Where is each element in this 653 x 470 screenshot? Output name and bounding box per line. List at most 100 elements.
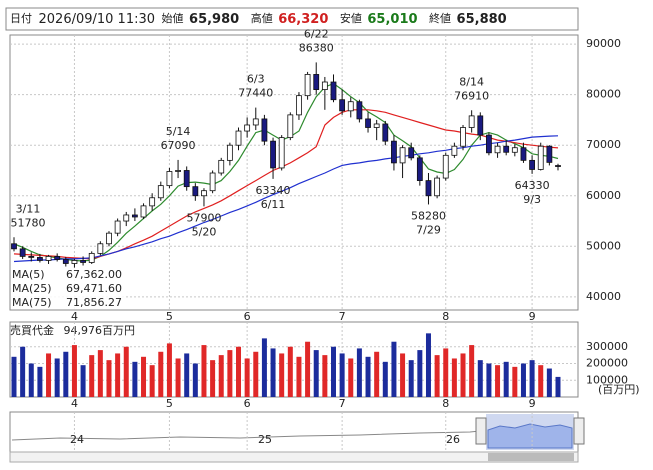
candle-body: [97, 243, 104, 254]
x-tick-label: 8: [442, 397, 449, 410]
header-label: 安値: [340, 11, 362, 25]
candle-body: [131, 214, 138, 218]
annotation-value: 77440: [238, 87, 273, 100]
candle-body: [54, 256, 61, 260]
legend-name: MA(5): [12, 268, 45, 281]
annotation-value: 51780: [11, 216, 46, 229]
volume-bar: [106, 360, 112, 397]
candle-body: [529, 159, 535, 170]
volume-bar: [400, 353, 406, 397]
volume-bar: [443, 348, 449, 397]
legend-value: 67,362.00: [66, 268, 122, 281]
annotation-date: 8/14: [459, 75, 484, 88]
candle-body: [434, 177, 441, 197]
volume-bar: [54, 358, 60, 397]
volume-bar: [141, 356, 147, 397]
volume-bar: [132, 361, 138, 397]
navigator-handle[interactable]: [573, 417, 585, 445]
candle-body: [19, 248, 26, 257]
candle-body: [149, 197, 156, 207]
navigator-area: [487, 423, 573, 449]
candle-body: [88, 252, 95, 263]
annotation-date: 3/11: [16, 202, 41, 215]
annotation-date: 6/3: [247, 73, 265, 86]
annotation-value: 64330: [515, 179, 550, 192]
volume-bar: [175, 358, 181, 397]
annotation-value: 58280: [411, 209, 446, 222]
annotation-value: 86380: [299, 41, 334, 54]
candle-body: [209, 172, 216, 192]
x-tick-label: 5: [166, 397, 173, 410]
candle-body: [114, 220, 121, 234]
legend-name: MA(25): [12, 282, 52, 295]
navigator-label: 25: [258, 433, 272, 446]
annotation-date: 9/3: [523, 193, 541, 206]
candle-body: [486, 134, 492, 154]
header: 日付 2026/09/10 11:30 始値 65,980 高値 66,320 …: [10, 11, 507, 27]
volume-bar: [97, 350, 103, 397]
volume-bar: [348, 358, 354, 397]
x-tick-label: 4: [71, 310, 78, 323]
volume-bar: [425, 333, 431, 397]
y-tick-label: 80000: [586, 88, 621, 101]
volume-bar: [218, 355, 224, 397]
volume-bar: [201, 345, 207, 397]
navigator-handle[interactable]: [475, 417, 487, 445]
candle-body: [460, 127, 466, 147]
candle-body: [45, 256, 52, 261]
y-tick-label: 100000: [586, 373, 628, 386]
candle-body: [296, 95, 302, 116]
legend-box: [11, 268, 126, 309]
volume-bar: [374, 351, 380, 397]
navigator-line: [11, 429, 491, 441]
candle-body: [356, 101, 363, 120]
volume-bar: [63, 351, 69, 397]
x-tick-label: 5: [166, 310, 173, 323]
legend-value: 71,856.27: [66, 296, 122, 309]
volume-bar: [495, 365, 501, 397]
annotation-date: 6/22: [304, 27, 329, 40]
candle-body: [235, 130, 242, 146]
y-tick-label: 60000: [586, 189, 621, 202]
candle-body: [520, 147, 527, 161]
candle-body: [347, 101, 354, 112]
header-label: 高値: [251, 11, 273, 25]
ma-line: [13, 82, 559, 262]
annotation-value: 67090: [161, 139, 196, 152]
annotation-value: 63340: [256, 184, 291, 197]
candle-body: [511, 147, 518, 153]
volume-bar: [37, 366, 43, 397]
volume-bar: [28, 363, 34, 397]
scrollbar[interactable]: [9, 451, 579, 463]
volume-bar: [123, 346, 129, 397]
candle-body: [106, 232, 112, 245]
volume-bar: [512, 366, 518, 397]
candle-body: [140, 205, 147, 218]
annotation-value: 76910: [454, 89, 489, 102]
volume-bar: [434, 355, 440, 397]
navigator-label: 24: [70, 433, 84, 446]
volume-bar: [11, 356, 17, 397]
volume-bar: [305, 341, 311, 397]
volume-bar: [71, 345, 77, 397]
volume-total: 94,976百万円: [64, 324, 136, 337]
volume-bar: [520, 363, 526, 397]
volume-bar: [451, 358, 457, 397]
candle-body: [244, 124, 251, 132]
candle-body: [261, 118, 268, 142]
x-tick-label: 6: [244, 397, 251, 410]
y-tick-label: 90000: [586, 37, 621, 50]
volume-bar: [296, 356, 302, 397]
candle-body: [278, 137, 285, 169]
volume-bar: [477, 360, 483, 397]
scrollbar-thumb[interactable]: [488, 453, 574, 461]
header-high: 66,320: [278, 12, 328, 27]
candle-body: [201, 190, 207, 197]
volume-bar: [115, 353, 121, 397]
volume-bar: [149, 365, 155, 397]
volume-bar: [538, 365, 544, 397]
volume-bar: [261, 338, 267, 397]
volume-bar: [460, 353, 466, 397]
candle-body: [123, 214, 130, 222]
